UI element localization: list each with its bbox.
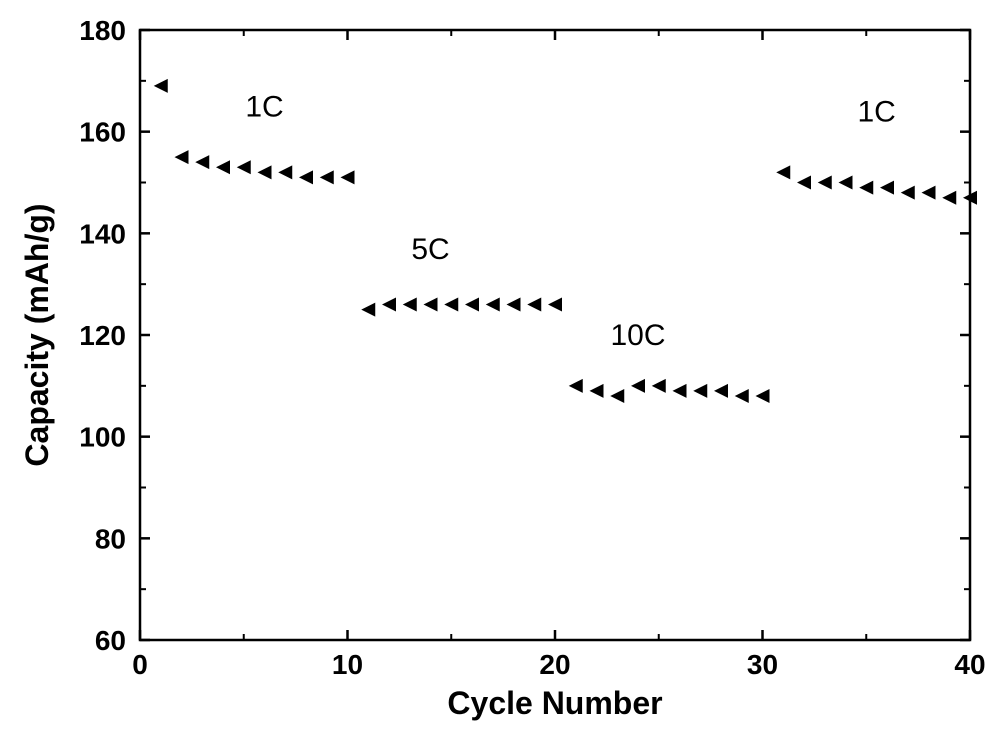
data-marker: [278, 165, 292, 179]
chart-container: 0 10 20 30 40 60 80 100 120 140 160 180 Cycle Number…: [0, 0, 1000, 733]
data-marker: [735, 389, 749, 403]
data-marker: [216, 160, 230, 174]
ytick-label: 160: [79, 117, 126, 148]
data-marker: [590, 384, 604, 398]
data-marker: [797, 176, 811, 190]
data-marker: [776, 165, 790, 179]
rate-annotation: 1C: [245, 90, 283, 123]
data-marker: [403, 298, 417, 312]
rate-annotation: 1C: [857, 96, 895, 129]
rate-annotation: 5C: [411, 233, 449, 266]
ytick-label: 120: [79, 320, 126, 351]
xtick-label: 10: [332, 649, 363, 680]
ytick-label: 80: [95, 523, 126, 554]
data-marker: [382, 298, 396, 312]
data-marker: [361, 303, 375, 317]
data-marker: [237, 160, 251, 174]
data-marker: [839, 176, 853, 190]
data-marker: [673, 384, 687, 398]
x-axis-title: Cycle Number: [447, 685, 662, 721]
data-marker: [922, 186, 936, 200]
data-marker: [901, 186, 915, 200]
data-marker: [548, 298, 562, 312]
data-marker: [652, 379, 666, 393]
data-marker: [320, 170, 334, 184]
y-axis-title: Capacity (mAh/g): [19, 203, 55, 466]
xtick-label: 20: [539, 649, 570, 680]
ytick-label: 140: [79, 218, 126, 249]
data-marker: [942, 191, 956, 205]
data-marker: [175, 150, 189, 164]
data-marker: [258, 165, 272, 179]
ytick-label: 60: [95, 625, 126, 656]
data-marker: [818, 176, 832, 190]
data-marker: [195, 155, 209, 169]
data-marker: [631, 379, 645, 393]
data-marker: [756, 389, 770, 403]
data-marker: [880, 181, 894, 195]
data-marker: [527, 298, 541, 312]
data-marker: [507, 298, 521, 312]
xtick-label: 30: [747, 649, 778, 680]
xtick-label: 40: [954, 649, 985, 680]
data-marker: [341, 170, 355, 184]
data-marker: [714, 384, 728, 398]
rate-annotation: 10C: [610, 319, 665, 352]
data-marker: [424, 298, 438, 312]
ytick-label: 100: [79, 422, 126, 453]
xtick-label: 0: [132, 649, 148, 680]
chart-svg: 0 10 20 30 40 60 80 100 120 140 160 180 Cycle Number…: [0, 0, 1000, 733]
data-marker: [465, 298, 479, 312]
data-marker: [299, 170, 313, 184]
data-marker: [610, 389, 624, 403]
data-marker: [569, 379, 583, 393]
data-marker: [486, 298, 500, 312]
ytick-label: 180: [79, 15, 126, 46]
data-marker: [859, 181, 873, 195]
data-marker: [154, 79, 168, 93]
data-marker: [444, 298, 458, 312]
data-marker: [693, 384, 707, 398]
